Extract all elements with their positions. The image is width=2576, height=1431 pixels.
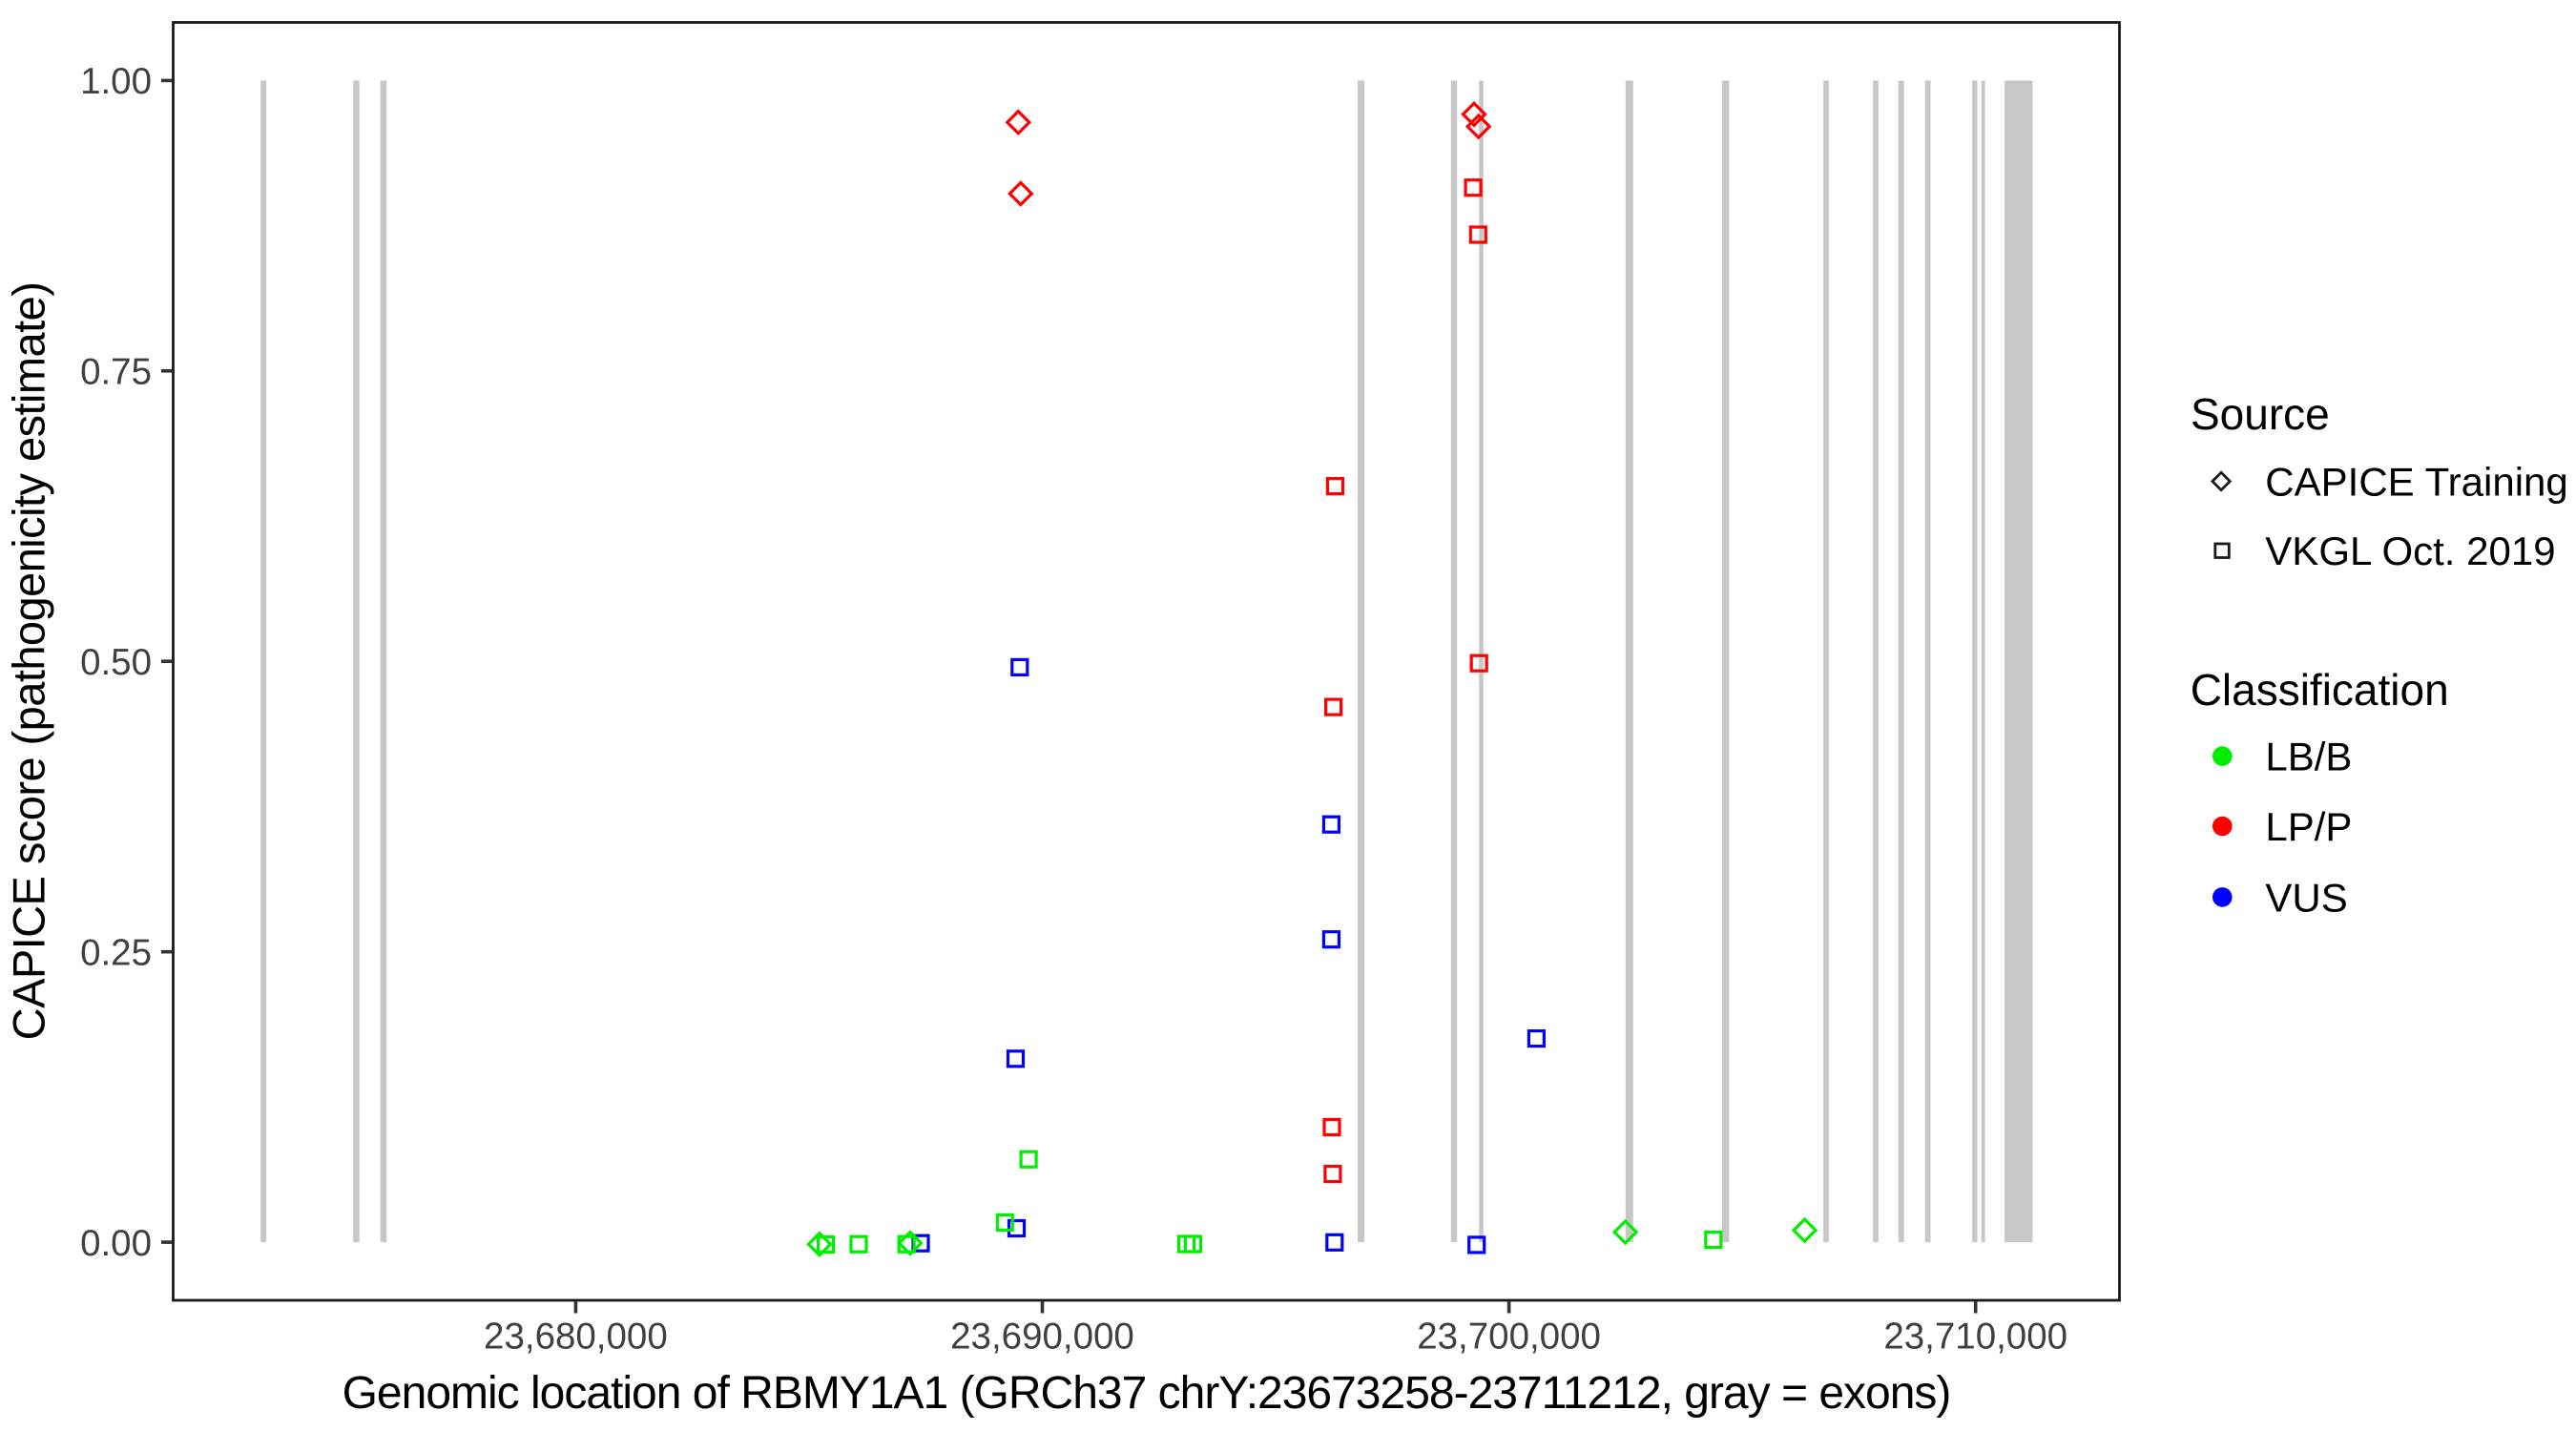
svg-text:Classification: Classification — [2191, 665, 2449, 715]
svg-text:0.00: 0.00 — [80, 1223, 152, 1264]
svg-text:VKGL Oct. 2019: VKGL Oct. 2019 — [2265, 529, 2555, 573]
svg-text:23,680,000: 23,680,000 — [484, 1316, 668, 1357]
svg-text:Source: Source — [2191, 389, 2330, 439]
svg-text:LP/P: LP/P — [2265, 804, 2352, 849]
svg-text:23,700,000: 23,700,000 — [1417, 1316, 1601, 1357]
svg-text:23,690,000: 23,690,000 — [950, 1316, 1134, 1357]
svg-text:1.00: 1.00 — [80, 61, 152, 102]
svg-text:VUS: VUS — [2265, 875, 2347, 920]
svg-text:23,710,000: 23,710,000 — [1883, 1316, 2067, 1357]
svg-text:CAPICE score (pathogenicity es: CAPICE score (pathogenicity estimate) — [4, 282, 54, 1041]
svg-text:0.75: 0.75 — [80, 352, 152, 393]
svg-text:Genomic location of RBMY1A1 (G: Genomic location of RBMY1A1 (GRCh37 chrY… — [343, 1368, 1951, 1419]
svg-text:0.50: 0.50 — [80, 642, 152, 683]
svg-text:0.25: 0.25 — [80, 933, 152, 974]
svg-text:LB/B: LB/B — [2265, 735, 2352, 779]
svg-text:CAPICE Training: CAPICE Training — [2265, 460, 2567, 505]
